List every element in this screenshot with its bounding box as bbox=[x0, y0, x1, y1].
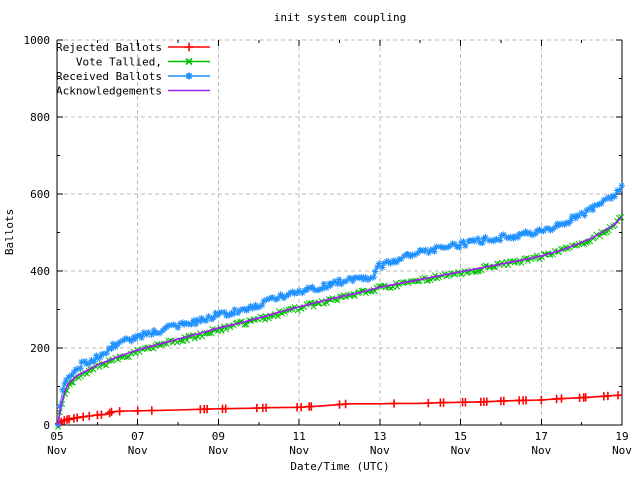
legend-label: Received Ballots bbox=[56, 70, 162, 83]
x-tick-label-month: Nov bbox=[531, 444, 551, 457]
series-acknowledgements-line bbox=[56, 216, 623, 426]
legend-label: Acknowledgements bbox=[56, 85, 162, 98]
x-tick-label-day: 17 bbox=[535, 430, 548, 443]
x-tick-label-day: 19 bbox=[615, 430, 628, 443]
series-vote-tallied-markers bbox=[54, 214, 625, 430]
y-tick-label: 800 bbox=[30, 111, 50, 124]
legend-marker-plus bbox=[184, 42, 194, 52]
series-received-ballots-line bbox=[57, 185, 623, 425]
x-tick-label-month: Nov bbox=[289, 444, 309, 457]
x-tick-label-day: 09 bbox=[212, 430, 225, 443]
x-tick-label-day: 05 bbox=[50, 430, 63, 443]
x-tick-label-day: 15 bbox=[454, 430, 467, 443]
y-tick-label: 1000 bbox=[24, 34, 51, 47]
x-tick-label-month: Nov bbox=[128, 444, 148, 457]
y-tick-label: 400 bbox=[30, 265, 50, 278]
legend-label: Rejected Ballots bbox=[56, 41, 162, 54]
legend-marker-cross bbox=[185, 57, 193, 66]
chart-title: init system coupling bbox=[274, 11, 406, 24]
y-tick-label: 600 bbox=[30, 188, 50, 201]
x-tick-label-month: Nov bbox=[451, 444, 471, 457]
y-tick-label: 0 bbox=[43, 419, 50, 432]
x-tick-label-month: Nov bbox=[370, 444, 390, 457]
legend-label: Vote Tallied, bbox=[76, 56, 162, 69]
legend-marker-asterisk bbox=[185, 72, 193, 80]
x-tick-label-day: 11 bbox=[293, 430, 306, 443]
series-rejected-ballots-markers bbox=[54, 391, 623, 428]
y-tick-label: 200 bbox=[30, 342, 50, 355]
series-vote-tallied-line bbox=[57, 216, 622, 427]
x-tick-label-day: 13 bbox=[373, 430, 386, 443]
x-tick-label-month: Nov bbox=[612, 444, 632, 457]
x-tick-label-month: Nov bbox=[47, 444, 67, 457]
plot-area: 0200400600800100005Nov07Nov09Nov11Nov13N… bbox=[24, 34, 633, 457]
x-axis-label: Date/Time (UTC) bbox=[290, 460, 389, 473]
series-received-ballots-markers bbox=[54, 182, 625, 428]
x-tick-label-day: 07 bbox=[131, 430, 144, 443]
y-axis-label: Ballots bbox=[3, 209, 16, 255]
x-tick-label-month: Nov bbox=[208, 444, 228, 457]
